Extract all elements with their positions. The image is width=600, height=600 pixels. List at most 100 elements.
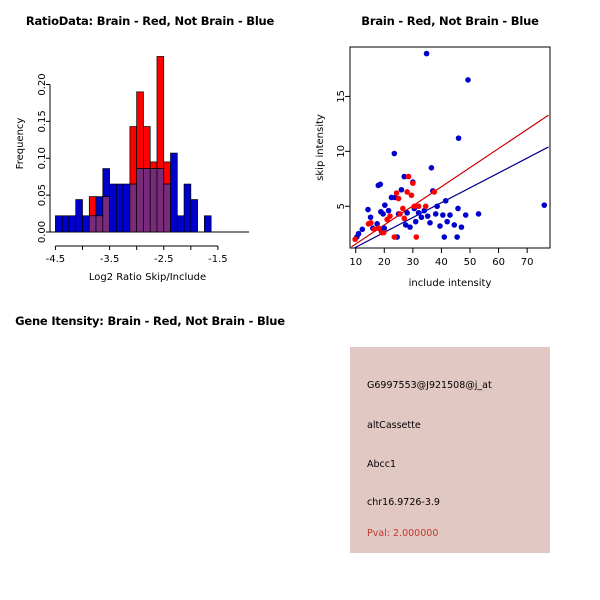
x-axis-label: include intensity xyxy=(409,278,492,289)
y-tick-label: 5 xyxy=(336,203,347,209)
scatter-point xyxy=(422,203,429,210)
scatter-point xyxy=(410,180,416,186)
x-tick-label: 60 xyxy=(492,257,505,268)
scatter-point xyxy=(434,203,440,210)
panel-annotation-info: G6997553@J921508@j_at altCassette Abcc1 … xyxy=(300,300,600,600)
plot-box xyxy=(349,46,551,249)
histogram-bar-overlap xyxy=(88,215,97,233)
scatter-title: Brain - Red, Not Brain - Blue xyxy=(361,14,539,28)
scatter-point xyxy=(475,211,482,217)
scatter-point xyxy=(402,222,409,228)
y-tick-label: 0.10 xyxy=(37,147,48,169)
ratio-histogram-title: RatioData: Brain - Red, Not Brain - Blue xyxy=(25,14,275,28)
scatter-point xyxy=(428,165,435,171)
scatter-point xyxy=(382,202,388,208)
x-axis-label: Log2 Ratio Skip/Include xyxy=(89,272,206,283)
gene-histogram-plot: 0.000.050.100.150.2020304050IntensityFre… xyxy=(0,300,300,600)
scatter-point xyxy=(462,212,469,218)
scatter-point xyxy=(377,181,384,188)
scatter-point xyxy=(415,203,422,210)
scatter-point xyxy=(391,234,398,240)
histogram-bar-overlap xyxy=(143,168,151,233)
histogram-bar xyxy=(204,215,212,233)
histogram-bar-overlap xyxy=(156,168,165,233)
histogram-bar xyxy=(75,199,83,233)
scatter-point xyxy=(387,213,393,219)
histogram-bar xyxy=(109,183,117,233)
histogram-bar-overlap xyxy=(129,183,138,233)
panel-ratio-histogram: RatioData: Brain - Red, Not Brain - Blue… xyxy=(0,0,300,300)
scatter-point xyxy=(397,211,403,217)
scatter-point xyxy=(380,229,387,236)
scatter-point xyxy=(412,218,419,225)
x-tick-label: 40 xyxy=(435,257,448,268)
x-tick-label: 30 xyxy=(406,257,419,268)
y-tick-label: 0.20 xyxy=(37,73,48,95)
histogram-bar-overlap xyxy=(163,183,171,233)
histogram-bar xyxy=(129,126,138,185)
annotation-box: G6997553@J921508@j_at altCassette Abcc1 … xyxy=(350,347,550,553)
scatter-point xyxy=(404,210,410,216)
locus-text: chr16.9726-3.9 xyxy=(367,497,440,508)
panel-gene-histogram: Gene Itensity: Brain - Red, Not Brain - … xyxy=(0,300,300,600)
x-tick-label: -2.5 xyxy=(154,254,174,265)
histogram-bar-overlap xyxy=(149,168,158,233)
scatter-point xyxy=(375,225,382,232)
scatter-point xyxy=(424,213,431,219)
scatter-point xyxy=(437,223,443,229)
histogram-bar xyxy=(143,126,151,169)
scatter-point xyxy=(451,222,458,228)
regression-line xyxy=(354,146,549,248)
x-tick-label: 10 xyxy=(349,257,362,268)
scatter-point xyxy=(455,135,462,141)
scatter-point xyxy=(371,226,378,233)
scatter-point xyxy=(442,197,449,204)
scatter-point xyxy=(380,211,386,217)
scatter-point xyxy=(404,189,410,195)
x-tick-label: 20 xyxy=(378,257,391,268)
x-tick-label: 70 xyxy=(521,257,534,268)
scatter-point xyxy=(407,224,413,230)
histogram-bar xyxy=(136,91,144,169)
histogram-bar xyxy=(88,196,97,217)
y-tick-label: 10 xyxy=(336,145,347,158)
pval-text: Pval: 2.000000 xyxy=(367,528,439,539)
scatter-point xyxy=(432,211,439,217)
scatter-point xyxy=(401,215,408,222)
ratio-histogram-plot: 0.00 0.05 0.10 0.15 0.20 -4.5 -3.5 -2.5 -1.5Log2… xyxy=(15,56,249,283)
scatter-point xyxy=(374,221,380,227)
scatter-point xyxy=(440,212,446,218)
scatter-point xyxy=(454,234,460,240)
histogram-bar xyxy=(82,215,90,233)
x-tick-label: -3.5 xyxy=(100,254,120,265)
scatter-point xyxy=(391,150,398,157)
y-tick-label: 0.00 xyxy=(37,221,48,243)
scatter-point xyxy=(368,219,374,226)
histogram-bar xyxy=(190,199,198,233)
scatter-point xyxy=(465,77,471,83)
gene-histogram-title: Gene Itensity: Brain - Red, Not Brain - … xyxy=(15,314,285,328)
scatter-point xyxy=(381,225,388,232)
histogram-bar xyxy=(163,161,171,185)
scatter-point xyxy=(458,224,465,230)
y-tick-label: 0.15 xyxy=(37,110,48,132)
histogram-bar xyxy=(149,161,158,169)
probe-id-text: G6997553@J921508@j_at xyxy=(367,380,492,391)
panel-scatter: Brain - Red, Not Brain - Blue 5 10 15 10 20 3… xyxy=(300,0,600,300)
histogram-bar xyxy=(183,183,192,233)
x-tick-label: -4.5 xyxy=(46,254,66,265)
scatter-point xyxy=(367,214,374,221)
histogram-bar xyxy=(95,196,104,217)
histogram-bar-overlap xyxy=(102,196,110,233)
scatter-point xyxy=(411,203,418,210)
y-axis-label: skip intensity xyxy=(315,114,326,181)
scatter-point xyxy=(400,205,406,212)
scatter-point xyxy=(393,190,400,196)
scatter-point xyxy=(431,189,438,195)
scatter-point xyxy=(395,195,402,202)
plot-area xyxy=(351,50,549,248)
scatter-point xyxy=(415,210,422,216)
regression-line xyxy=(351,114,549,248)
histogram-bar xyxy=(156,56,165,169)
